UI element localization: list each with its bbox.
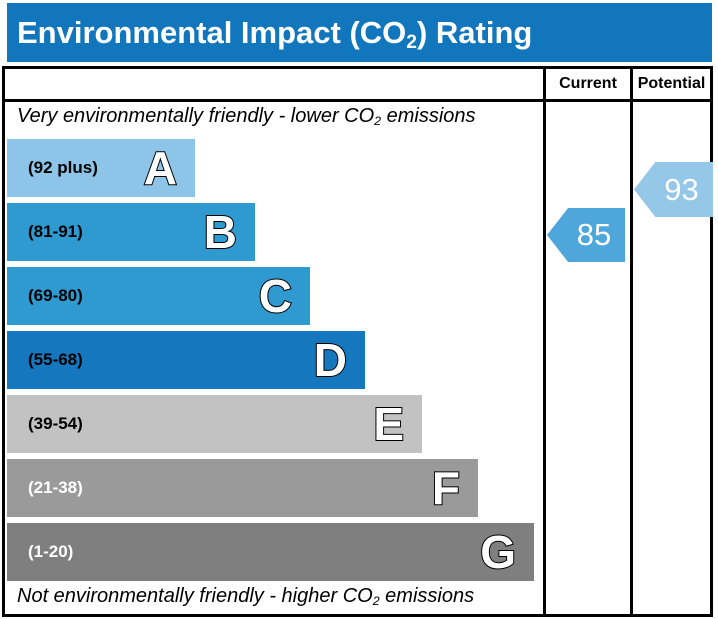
- band-a-letter: A: [143, 142, 178, 194]
- current-column-divider: [543, 69, 546, 614]
- top-note: Very environmentally friendly - lower CO…: [17, 105, 476, 128]
- page-title-prefix: Environmental Impact (CO: [17, 14, 407, 50]
- bottom-note-suffix: emissions: [379, 585, 475, 607]
- top-note-text: Very environmentally friendly - lower CO: [17, 105, 375, 127]
- bottom-note: Not environmentally friendly - higher CO…: [17, 585, 474, 608]
- band-d-letter: D: [313, 334, 348, 386]
- band-g-range-label: (1-20): [28, 542, 74, 561]
- bottom-note-subscript: 2: [372, 594, 380, 609]
- band-d-range-label: (55-68): [28, 350, 83, 369]
- title-bar: Environmental Impact (CO2) Rating: [7, 3, 712, 62]
- rating-band-g: (1-20) G: [7, 523, 534, 581]
- band-f-letter: F: [431, 462, 461, 514]
- chart-frame: Current Potential Very environmentally f…: [2, 66, 713, 617]
- page-title: Environmental Impact (CO2) Rating: [7, 14, 533, 53]
- band-e-letter: E: [372, 398, 405, 450]
- bottom-note-text: Not environmentally friendly - higher CO: [17, 585, 373, 607]
- current-rating-arrow: 85: [547, 208, 625, 262]
- page-title-subscript: 2: [406, 31, 417, 53]
- rating-band-a: (92 plus) A: [7, 139, 195, 197]
- rating-band-d: (55-68) D: [7, 331, 365, 389]
- header-bottom-border: [5, 99, 710, 102]
- potential-rating-arrow: 93: [634, 162, 713, 217]
- band-f-range-label: (21-38): [28, 478, 83, 497]
- page-title-suffix: ) Rating: [416, 14, 533, 50]
- top-note-suffix: emissions: [381, 105, 476, 127]
- column-header-current: Current: [559, 75, 617, 92]
- rating-band-b: (81-91) B: [7, 203, 255, 261]
- band-a-range-label: (92 plus): [28, 158, 98, 177]
- band-e-range-label: (39-54): [28, 414, 83, 433]
- band-b-range-label: (81-91): [28, 222, 83, 241]
- potential-column-divider: [630, 69, 633, 614]
- rating-band-f: (21-38) F: [7, 459, 478, 517]
- rating-band-c: (69-80) C: [7, 267, 310, 325]
- band-g-letter: G: [479, 526, 517, 578]
- column-header-potential: Potential: [637, 75, 706, 92]
- rating-band-e: (39-54) E: [7, 395, 422, 453]
- top-note-subscript: 2: [374, 114, 382, 129]
- band-b-letter: B: [203, 206, 238, 258]
- band-c-range-label: (69-80): [28, 286, 83, 305]
- potential-rating-value: 93: [664, 171, 699, 207]
- current-rating-value: 85: [576, 217, 612, 252]
- band-c-letter: C: [258, 270, 293, 322]
